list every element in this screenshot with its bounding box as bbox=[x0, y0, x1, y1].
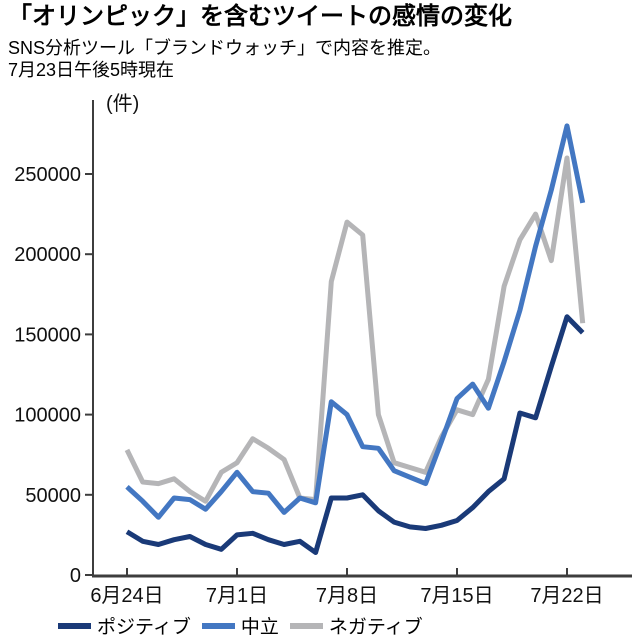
y-axis-tick-label: 250000 bbox=[14, 164, 81, 186]
x-axis-tick-label: 7月1日 bbox=[206, 585, 268, 607]
y-axis-tick-label: 100000 bbox=[14, 405, 81, 427]
chart-header: 「オリンピック」を含むツイートの感情の変化 SNS分析ツール「ブランドウォッチ」… bbox=[8, 2, 631, 82]
y-axis-tick-label: 0 bbox=[70, 565, 81, 587]
chart-subtitle-line1: SNS分析ツール「ブランドウォッチ」で内容を推定。 bbox=[8, 38, 442, 58]
series-line-neutral bbox=[125, 123, 586, 520]
y-axis-tick-label: 150000 bbox=[14, 324, 81, 346]
y-axis-tick-label: 50000 bbox=[25, 485, 81, 507]
series-line-positive bbox=[125, 314, 585, 555]
x-axis-tick-label: 7月8日 bbox=[316, 585, 378, 607]
legend-item-positive: ポジティブ bbox=[58, 612, 191, 639]
x-axis-tick-label: 7月15日 bbox=[420, 585, 493, 607]
chart-title: 「オリンピック」を含むツイートの感情の変化 bbox=[8, 3, 512, 30]
legend-label-negative: ネガティブ bbox=[328, 617, 423, 638]
y-axis-tick-label: 200000 bbox=[14, 244, 81, 266]
chart-subtitle-line2: 7月23日午後5時現在 bbox=[8, 59, 175, 80]
x-axis-tick-label: 7月22日 bbox=[530, 585, 603, 607]
legend-item-negative: ネガティブ bbox=[289, 612, 423, 639]
legend-swatch-neutral bbox=[201, 622, 235, 629]
x-axis-tick-label: 6月24日 bbox=[90, 585, 163, 607]
series-line-negative bbox=[124, 155, 586, 504]
legend-item-neutral: 中立 bbox=[201, 612, 279, 639]
legend-label-positive: ポジティブ bbox=[97, 617, 191, 638]
legend-label-neutral: 中立 bbox=[240, 617, 279, 638]
chart-legend: ポジティブ 中立 ネガティブ bbox=[58, 612, 434, 639]
legend-swatch-positive bbox=[58, 622, 91, 629]
y-axis-unit-label: (件) bbox=[106, 93, 140, 115]
legend-swatch-negative bbox=[289, 622, 323, 629]
